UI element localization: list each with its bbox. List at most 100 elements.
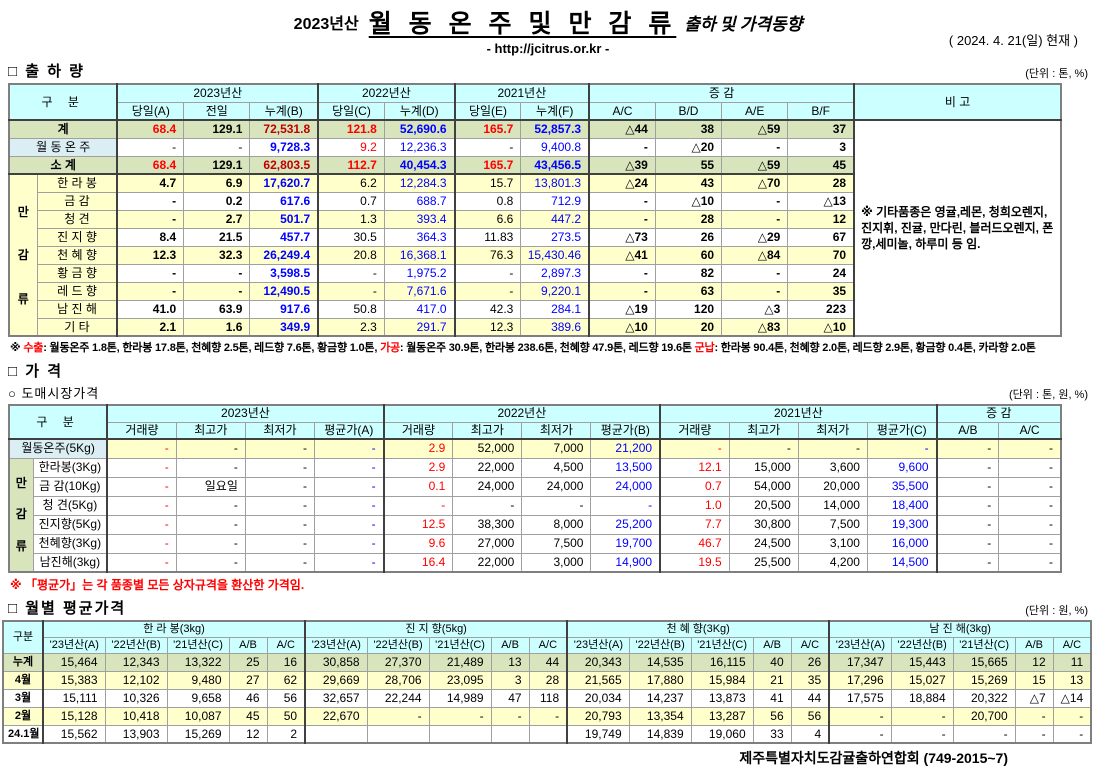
data-cell: 14,989 [428,688,492,708]
data-cell: - [116,191,185,211]
data-cell: 40 [752,652,792,672]
data-cell: 7,500 [521,533,592,554]
data-cell: 일요일 [175,476,246,497]
data-cell: 76.3 [453,245,522,265]
data-cell: - [797,438,868,459]
data-cell: 17,575 [828,688,892,708]
data-cell: - [106,533,177,554]
row-label: 누계 [2,652,44,672]
row-label: 한 라 봉 [36,173,118,193]
section-title-shipment: □ 출 하 량 [8,63,85,80]
data-cell: 20,343 [566,652,630,672]
row-label: 4월 [2,670,44,690]
row-label: 2월 [2,706,44,726]
data-cell: 17,620.7 [249,173,319,193]
data-cell: 7,671.6 [383,281,456,301]
table-row: 천혜향(3Kg) - - - -9.6 27,000 7,500 19,700 46.7 24,5… [9,533,1062,554]
column-header: '21년산(C) [428,636,492,654]
section-title-monthly: □ 월별 평균가격 [8,600,127,617]
data-cell: 30,858 [304,652,368,672]
data-cell: 16 [266,652,306,672]
data-cell: 13,287 [690,706,754,726]
data-cell: - [588,281,656,301]
data-cell: - [998,457,1062,478]
column-header: '23년산(A) [304,636,368,654]
data-cell: 6.9 [183,173,251,193]
data-cell: 0.8 [453,191,522,211]
data-cell: 17,347 [828,652,892,672]
data-cell [366,724,430,744]
column-header: 거래량 [106,421,177,440]
data-cell: - [106,514,177,535]
remark-header: 비 고 [853,83,1062,121]
table-row: 월동온주(5Kg) - - - -2.9 52,000 7,000 21,200- - - - - - [8,438,1062,459]
data-cell: 15.7 [453,173,522,193]
data-cell: 15,111 [42,688,106,708]
data-cell: 17,880 [628,670,692,690]
table-row: 누계 15,464 12,343 13,322 25 16 30,858 27,370 21,4… [2,652,1092,672]
data-cell: 1.3 [317,209,385,229]
shipment-footnote: ※ 수출: 월동온주 1.8톤, 한라봉 17.8톤, 천혜향 2.5톤, 레드… [10,339,1088,355]
data-cell: 46.7 [659,533,730,554]
data-cell: 11 [1052,652,1092,672]
data-cell: - [721,281,789,301]
group-label-char: 만 [15,475,27,490]
data-cell: 35 [790,670,830,690]
data-cell: 19,060 [690,724,754,744]
data-cell: - [590,495,661,516]
row-label: 24.1월 [2,724,44,744]
data-cell: 14,535 [628,652,692,672]
data-cell: △44 [588,119,656,139]
data-cell: 15,984 [690,670,754,690]
data-cell: 30,800 [728,514,799,535]
data-cell: - [659,438,730,459]
data-cell: - [828,706,892,726]
footnote-segment: : 월동온주 30.9톤, 한라봉 238.6톤, 천혜향 47.9톤, 레드향… [399,342,695,354]
data-cell: - [313,552,385,573]
data-cell: 27,000 [452,533,523,554]
data-cell: 20,000 [797,476,868,497]
site-url[interactable]: - http://jcitrus.or.kr - [486,41,610,56]
data-cell: - [175,457,246,478]
data-cell: - [1014,724,1054,744]
data-cell: 32.3 [183,245,251,265]
data-cell: - [313,457,385,478]
data-cell: 46 [228,688,268,708]
data-cell: 13,500 [590,457,661,478]
data-cell: 24,000 [452,476,523,497]
data-cell: 12,284.3 [383,173,456,193]
data-cell: 13,322 [166,652,230,672]
row-label: 황 금 향 [36,263,118,283]
column-header: 당일(A) [116,101,185,121]
data-cell: - [106,552,177,573]
data-cell: - [106,457,177,478]
data-cell: 9,728.3 [249,137,319,157]
data-cell: - [588,137,656,157]
column-group-header-2021: 2021년산 [453,83,590,103]
data-cell: 25,200 [590,514,661,535]
data-cell: - [935,457,1000,478]
data-cell: 118 [528,688,568,708]
data-cell: 16,000 [866,533,938,554]
data-cell: 47 [490,688,530,708]
data-cell: 30.5 [317,227,385,247]
data-cell: 16,368.1 [383,245,456,265]
data-cell: 12.3 [453,317,522,337]
group-header-row: 구분 한 라 봉(3kg) 진 지 향(5kg) 천 혜 향(3Kg) 남 진 … [2,620,1092,654]
data-cell: △10 [654,191,723,211]
group-label-char: 감 [15,507,27,522]
data-cell: 44 [790,688,830,708]
data-cell: 22,000 [452,552,523,573]
data-cell: - [453,137,522,157]
data-cell: 7,000 [521,438,592,459]
data-cell: 14,900 [590,552,661,573]
data-cell: 9,658 [166,688,230,708]
data-cell: 52,857.3 [520,119,590,139]
column-header: A/C [266,636,306,654]
title-suffix: 출하 및 가격동향 [684,14,803,34]
data-cell: 25 [228,652,268,672]
data-cell: - [106,476,177,497]
data-cell: - [890,706,954,726]
